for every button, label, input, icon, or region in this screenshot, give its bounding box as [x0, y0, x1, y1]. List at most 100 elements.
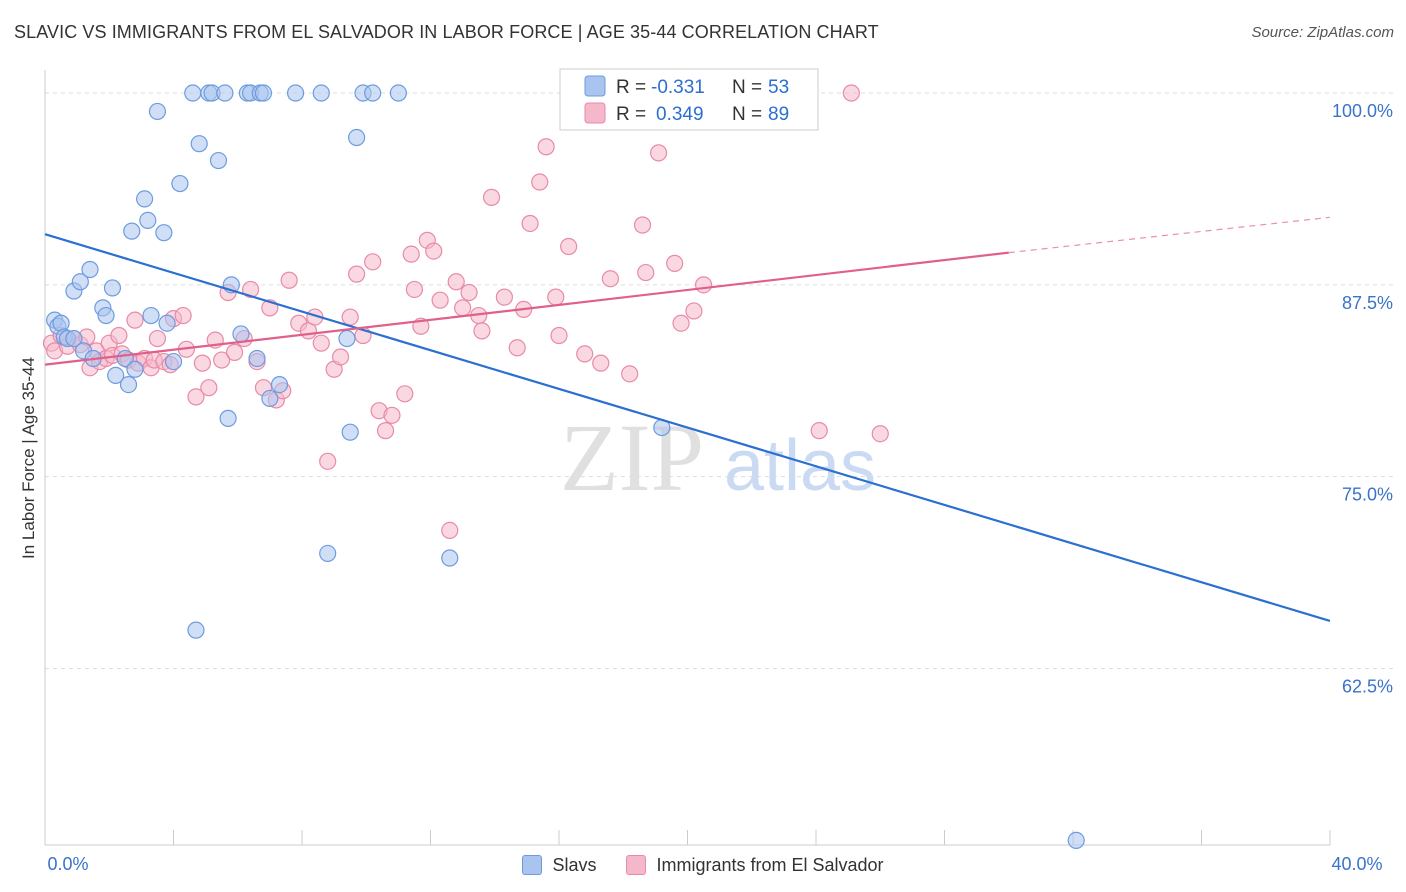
data-point-slavs — [71, 273, 89, 291]
stats-legend-n-value-blue: 53 — [768, 77, 789, 98]
data-point-slavs — [248, 349, 266, 368]
data-point-slavs — [270, 376, 289, 394]
data-point-immigrants — [547, 288, 565, 306]
data-point-slavs — [1067, 831, 1085, 849]
stats-legend: R = -0.331 N = 53 R = 0.349 N = 89 — [559, 68, 819, 131]
data-point-immigrants — [242, 280, 260, 299]
data-point-slavs — [184, 84, 202, 102]
data-point-slavs — [123, 222, 141, 240]
y-tick-label: 75.0% — [1342, 485, 1393, 505]
data-point-immigrants — [842, 84, 860, 102]
trend-line-slavs — [44, 233, 1331, 622]
trend-line-immigrants-extension — [1008, 216, 1331, 254]
data-point-immigrants — [672, 314, 690, 332]
data-point-immigrants — [405, 280, 424, 299]
data-point-slavs — [338, 329, 356, 348]
data-point-immigrants — [110, 326, 128, 345]
data-point-immigrants — [312, 334, 330, 352]
stats-legend-swatch-blue — [584, 75, 606, 97]
data-point-immigrants — [376, 422, 395, 440]
data-point-slavs — [209, 151, 228, 170]
data-point-slavs — [126, 360, 144, 378]
data-point-slavs — [219, 409, 237, 427]
data-point-immigrants — [521, 214, 539, 233]
data-point-immigrants — [331, 348, 350, 366]
stats-legend-r-value-pink: 0.349 — [656, 104, 704, 125]
data-point-immigrants — [148, 329, 167, 348]
data-point-immigrants — [871, 425, 889, 443]
y-tick-labels: 100.0% 87.5% 75.0% 62.5% — [1332, 101, 1393, 696]
data-point-immigrants — [810, 422, 828, 440]
data-point-immigrants — [694, 276, 713, 294]
data-point-immigrants — [495, 288, 513, 306]
data-point-immigrants — [649, 144, 668, 162]
grid-lines — [45, 92, 1395, 670]
data-point-slavs — [142, 306, 160, 325]
legend-item-slavs[interactable]: Slavs — [522, 855, 596, 876]
data-point-immigrants — [601, 270, 620, 288]
legend-item-immigrants[interactable]: Immigrants from El Salvador — [626, 855, 884, 876]
data-point-immigrants — [425, 242, 443, 260]
data-point-slavs — [119, 376, 138, 394]
watermark-zip: ZIP — [560, 404, 704, 511]
data-point-immigrants — [576, 345, 594, 363]
data-point-slavs — [319, 544, 337, 563]
stats-legend-n-label-blue: N = — [732, 77, 762, 98]
data-point-slavs — [107, 366, 125, 384]
stats-legend-r-label-pink: R = — [616, 104, 646, 125]
data-point-slavs — [312, 84, 330, 102]
data-point-immigrants — [200, 379, 218, 397]
data-point-immigrants — [383, 406, 401, 424]
data-point-immigrants — [685, 302, 703, 320]
watermark-atlas: atlas — [724, 426, 876, 506]
data-point-immigrants — [531, 173, 549, 191]
x-tick-label-min: 0.0% — [47, 854, 88, 874]
data-point-immigrants — [482, 188, 501, 206]
legend-swatch-immigrants — [626, 855, 647, 875]
data-point-immigrants — [213, 351, 231, 369]
data-point-immigrants — [193, 354, 212, 372]
stats-legend-n-label-pink: N = — [732, 104, 762, 125]
series-slavs-points — [46, 84, 1085, 849]
stats-legend-r-label-blue: R = — [616, 77, 646, 98]
data-point-slavs — [441, 549, 459, 567]
data-point-slavs — [65, 329, 83, 348]
data-point-immigrants — [319, 452, 337, 470]
data-point-immigrants — [396, 385, 414, 403]
data-point-slavs — [139, 211, 157, 229]
data-point-immigrants — [592, 354, 610, 372]
y-tick-label: 87.5% — [1342, 293, 1393, 313]
data-point-slavs — [254, 84, 273, 102]
stats-legend-n-value-pink: 89 — [768, 104, 789, 125]
source-label: Source: ZipAtlas.com — [1251, 24, 1394, 41]
y-tick-label: 62.5% — [1342, 677, 1393, 697]
data-point-slavs — [155, 224, 173, 242]
data-point-immigrants — [637, 263, 655, 282]
y-axis-title: In Labor Force | Age 35-44 — [19, 357, 38, 559]
data-point-slavs — [190, 135, 208, 153]
data-point-slavs — [286, 84, 305, 102]
data-point-slavs — [158, 314, 176, 332]
trend-line-immigrants — [44, 251, 1009, 366]
data-point-immigrants — [460, 283, 478, 302]
data-point-slavs — [341, 423, 359, 441]
data-point-immigrants — [550, 326, 568, 345]
data-point-immigrants — [454, 299, 472, 317]
data-point-immigrants — [280, 271, 298, 289]
data-point-slavs — [261, 389, 279, 408]
data-point-immigrants — [441, 521, 459, 539]
data-point-immigrants — [126, 311, 144, 329]
data-point-immigrants — [633, 216, 652, 234]
data-point-slavs — [97, 306, 115, 325]
data-point-immigrants — [447, 273, 465, 291]
data-point-immigrants — [348, 265, 366, 283]
data-point-immigrants — [508, 339, 526, 357]
data-point-slavs — [135, 190, 154, 208]
data-point-immigrants — [666, 254, 684, 272]
watermark: ZIP atlas — [560, 404, 876, 511]
data-point-immigrants — [187, 388, 205, 406]
x-tick-label-max: 40.0% — [1331, 854, 1382, 874]
data-point-slavs — [164, 352, 183, 371]
chart-title: SLAVIC VS IMMIGRANTS FROM EL SALVADOR IN… — [14, 22, 879, 42]
